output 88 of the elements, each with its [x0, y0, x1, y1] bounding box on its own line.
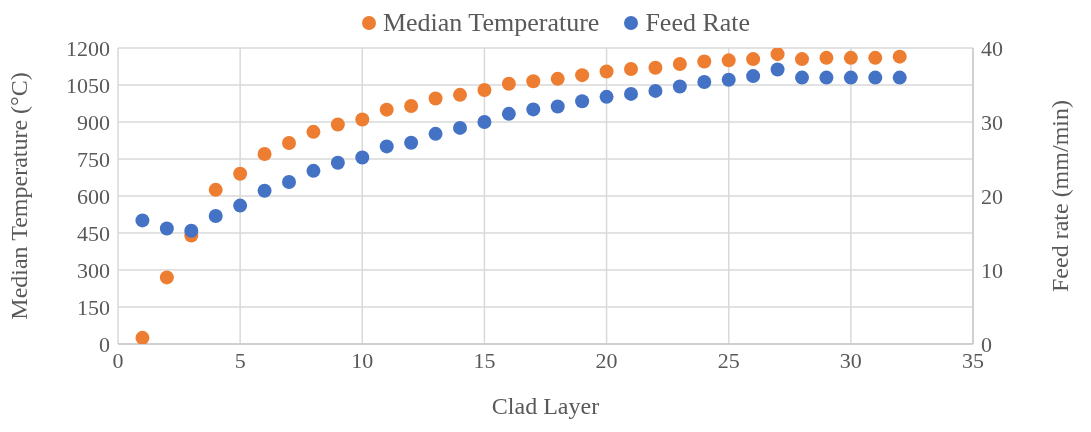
point — [721, 53, 736, 68]
x-tick-label: 15 — [473, 347, 496, 373]
point — [330, 117, 345, 132]
point — [184, 223, 199, 238]
point — [233, 198, 248, 213]
point — [404, 98, 419, 113]
y2-tick-label: 40 — [981, 35, 1003, 61]
point — [721, 72, 736, 87]
point — [135, 213, 150, 228]
point — [233, 166, 248, 181]
point — [355, 150, 370, 165]
point — [355, 112, 370, 127]
point — [282, 135, 296, 150]
point — [477, 82, 492, 97]
point — [379, 102, 394, 117]
point — [453, 120, 467, 135]
point — [892, 49, 907, 64]
point — [501, 106, 516, 121]
legend-label: Feed Rate — [644, 8, 751, 38]
point — [624, 61, 638, 76]
point — [624, 86, 638, 101]
point — [526, 74, 541, 89]
x-tick-label: 30 — [839, 347, 862, 373]
y-axis-title: Median Temperature (°C) — [5, 72, 32, 320]
point — [672, 57, 687, 72]
y2-tick-label: 0 — [981, 331, 992, 357]
x-tick-label: 5 — [234, 347, 246, 373]
point — [208, 208, 223, 223]
y2-tick-label: 10 — [981, 257, 1003, 283]
x-tick-label: 25 — [717, 347, 740, 373]
point — [843, 50, 858, 65]
point — [135, 330, 150, 344]
point — [330, 155, 345, 170]
point — [159, 221, 174, 236]
point — [159, 270, 174, 285]
x-tick-label: 20 — [595, 347, 618, 373]
point — [648, 60, 663, 75]
point — [746, 52, 761, 67]
point — [575, 68, 590, 83]
y-tick-label: 450 — [77, 220, 110, 246]
legend-label: Median Temperature — [381, 8, 600, 38]
y2-tick-label: 30 — [981, 109, 1003, 135]
point — [892, 70, 907, 85]
y-tick-label: 600 — [77, 183, 110, 209]
point — [795, 52, 809, 67]
y-tick-label: 1050 — [66, 72, 110, 98]
point — [843, 70, 858, 85]
point — [819, 70, 834, 85]
point — [575, 94, 590, 109]
point — [599, 64, 614, 79]
point — [428, 126, 443, 141]
point — [697, 75, 712, 90]
point — [648, 83, 663, 98]
x-tick-label: 10 — [351, 347, 374, 373]
point — [868, 50, 883, 65]
point — [819, 50, 834, 65]
point — [428, 91, 443, 106]
y-tick-label: 150 — [77, 294, 110, 320]
point — [550, 71, 565, 86]
point — [746, 69, 761, 84]
point — [770, 48, 785, 62]
point — [477, 115, 492, 129]
point — [526, 102, 541, 117]
y2-tick-label: 20 — [981, 183, 1003, 209]
point — [306, 163, 321, 178]
point — [306, 124, 321, 139]
x-axis-title: Clad Layer — [491, 393, 600, 419]
point — [208, 182, 223, 197]
point — [453, 87, 467, 102]
point — [795, 70, 809, 85]
point — [672, 79, 687, 94]
y2-axis-title: Feed rate (mm/min) — [1046, 100, 1073, 292]
point — [770, 62, 785, 77]
point — [868, 70, 883, 85]
y-tick-label: 0 — [99, 331, 110, 357]
point — [697, 54, 712, 69]
point — [257, 147, 272, 162]
y-tick-label: 900 — [77, 109, 110, 135]
point — [501, 76, 516, 91]
y-tick-label: 1200 — [66, 35, 110, 61]
point — [282, 174, 296, 189]
point — [257, 183, 272, 198]
point — [379, 139, 394, 154]
point — [550, 99, 565, 114]
point — [404, 135, 419, 150]
y-tick-label: 750 — [77, 146, 110, 172]
point — [599, 89, 614, 104]
y-tick-label: 300 — [77, 257, 110, 283]
